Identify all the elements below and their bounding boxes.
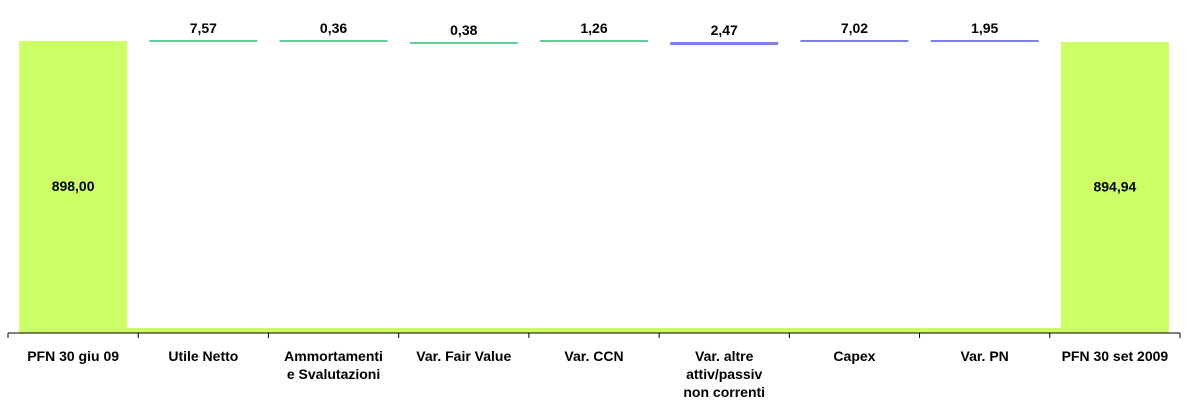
category-label: Var. PN [961, 348, 1009, 364]
total-bar [19, 41, 128, 333]
category-label: PFN 30 giu 09 [27, 348, 119, 364]
decrease-step [279, 40, 388, 42]
value-label: 894,94 [1093, 178, 1136, 194]
decrease-step [149, 40, 258, 42]
value-label: 1,26 [580, 20, 607, 36]
value-label: 7,57 [190, 20, 217, 36]
total-bar [1060, 41, 1169, 334]
bars-layer [19, 40, 1169, 334]
increase-step [670, 42, 779, 45]
category-label: Capex [833, 348, 875, 364]
category-labels-layer: PFN 30 giu 09 Utile Netto Ammortamenti e Sv… [27, 348, 1168, 400]
category-label: Var. CCN [564, 348, 623, 364]
category-label: Var. altre attiv/passiv non correnti [683, 348, 765, 400]
base-band [74, 328, 1061, 333]
category-label: Utile Netto [168, 348, 238, 364]
category-label: PFN 30 set 2009 [1062, 348, 1169, 364]
value-labels-layer: 898,00 7,57 0,36 0,38 1,26 2,47 7,02 1,95 894,94 [52, 20, 1137, 194]
value-label: 898,00 [52, 178, 95, 194]
category-label: Var. Fair Value [416, 348, 511, 364]
x-axis-ticks [7, 333, 1181, 338]
decrease-step [409, 42, 518, 44]
value-label: 2,47 [711, 22, 738, 38]
increase-step [800, 40, 909, 42]
category-label: Ammortamenti e Svalutazioni [284, 348, 383, 382]
increase-step [930, 40, 1039, 42]
value-label: 0,38 [450, 22, 477, 38]
value-label: 7,02 [841, 20, 868, 36]
value-label: 1,95 [971, 20, 998, 36]
value-label: 0,36 [320, 20, 347, 36]
decrease-step [540, 40, 648, 42]
